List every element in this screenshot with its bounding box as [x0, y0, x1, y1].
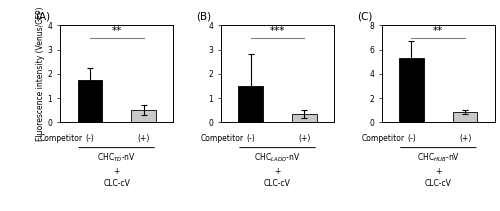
Text: Competitor: Competitor [362, 134, 405, 143]
Bar [400, 58, 423, 122]
Text: +: + [274, 167, 280, 176]
Text: (-): (-) [86, 134, 94, 143]
Text: CHC$_{LADD}$-nV: CHC$_{LADD}$-nV [254, 151, 300, 164]
Text: (-): (-) [407, 134, 416, 143]
Text: **: ** [433, 26, 444, 36]
Bar [453, 112, 477, 122]
Text: Competitor: Competitor [40, 134, 82, 143]
Text: CLC-cV: CLC-cV [264, 179, 291, 188]
Text: +: + [114, 167, 120, 176]
Text: ***: *** [270, 26, 285, 36]
Text: Competitor: Competitor [200, 134, 244, 143]
Bar [292, 114, 316, 122]
Bar [238, 86, 262, 122]
Text: CLC-cV: CLC-cV [425, 179, 452, 188]
Text: **: ** [112, 26, 122, 36]
Y-axis label: Fluorescence intensity (Venus/CFP): Fluorescence intensity (Venus/CFP) [36, 7, 44, 141]
Text: (B): (B) [196, 11, 211, 22]
Text: +: + [435, 167, 442, 176]
Bar [132, 110, 156, 122]
Text: (C): (C) [357, 11, 372, 22]
Text: (+): (+) [459, 134, 471, 143]
Text: CHC$_{HUB}$-nV: CHC$_{HUB}$-nV [417, 151, 460, 164]
Text: (+): (+) [138, 134, 150, 143]
Bar [78, 80, 102, 122]
Text: (A): (A) [35, 11, 50, 22]
Text: (-): (-) [246, 134, 255, 143]
Text: CLC-cV: CLC-cV [103, 179, 130, 188]
Text: (+): (+) [298, 134, 310, 143]
Text: CHC$_{TD}$-nV: CHC$_{TD}$-nV [97, 151, 136, 164]
